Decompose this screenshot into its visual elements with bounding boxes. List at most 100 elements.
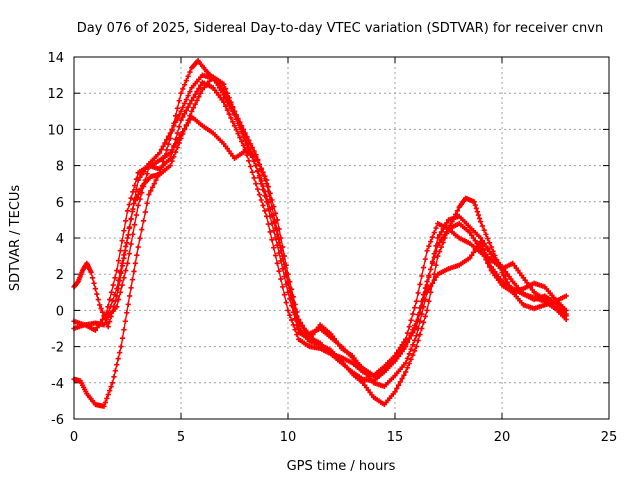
data-point <box>436 232 443 238</box>
x-tick-label: 0 <box>70 430 78 445</box>
data-point <box>292 327 298 333</box>
data-point <box>123 218 129 224</box>
data-point <box>124 240 130 246</box>
data-point <box>131 201 137 207</box>
data-point <box>435 253 441 259</box>
data-point <box>251 158 257 164</box>
data-point <box>474 209 480 215</box>
data-point <box>171 120 177 126</box>
data-point <box>101 313 107 319</box>
data-point <box>185 73 191 79</box>
data-point <box>237 119 243 125</box>
data-point <box>189 108 195 114</box>
data-point <box>406 336 412 342</box>
data-point <box>292 301 298 307</box>
data-point <box>114 267 120 274</box>
data-point <box>112 275 118 281</box>
data-point <box>178 108 184 114</box>
data-point <box>242 130 248 136</box>
data-point <box>485 236 491 242</box>
data-point <box>431 271 437 277</box>
data-point <box>410 352 416 358</box>
data-point <box>469 252 475 258</box>
data-point <box>283 262 289 268</box>
data-point <box>132 260 138 266</box>
data-point <box>178 90 184 96</box>
data-point <box>187 69 193 75</box>
data-point <box>151 181 157 187</box>
data-point <box>428 266 434 272</box>
data-point <box>119 282 125 288</box>
data-point <box>181 100 188 107</box>
data-point <box>260 202 266 209</box>
data-point <box>256 191 263 198</box>
data-point <box>146 191 152 198</box>
data-point <box>181 82 188 88</box>
data-point <box>173 141 179 147</box>
data-point <box>104 395 110 402</box>
data-point <box>173 149 179 155</box>
data-point <box>89 275 96 281</box>
data-point <box>111 374 117 380</box>
data-point <box>272 210 279 216</box>
data-point <box>118 270 124 276</box>
data-point <box>180 114 186 120</box>
data-point <box>180 129 186 135</box>
data-point <box>122 248 128 254</box>
data-point <box>412 348 418 354</box>
data-point <box>194 97 200 104</box>
data-point <box>483 231 489 237</box>
data-point <box>413 344 419 350</box>
data-point <box>140 218 147 224</box>
data-point <box>131 268 137 275</box>
data-point <box>472 238 478 244</box>
data-point <box>281 292 288 298</box>
data-point <box>167 163 173 169</box>
data-series <box>71 58 569 409</box>
data-point <box>160 143 166 149</box>
data-point <box>294 331 300 338</box>
data-point <box>133 212 140 218</box>
data-point <box>486 264 493 270</box>
data-point <box>128 241 134 247</box>
data-point <box>288 317 295 323</box>
data-point <box>185 93 191 99</box>
data-point <box>442 223 448 229</box>
data-point <box>470 235 477 241</box>
data-point <box>129 277 136 283</box>
data-point <box>276 226 282 232</box>
data-point <box>92 286 98 292</box>
data-point <box>124 260 131 266</box>
data-point <box>431 229 437 236</box>
data-point <box>189 97 195 104</box>
data-point <box>256 173 263 179</box>
data-point <box>278 276 284 282</box>
data-point <box>196 94 202 100</box>
data-point <box>134 252 140 258</box>
data-point <box>301 325 307 332</box>
data-point <box>420 264 427 271</box>
data-point <box>413 333 419 339</box>
data-point <box>412 327 418 333</box>
data-point <box>474 240 480 247</box>
data-point <box>101 322 107 328</box>
data-point <box>294 309 300 315</box>
data-point <box>231 108 238 114</box>
data-point <box>269 237 275 243</box>
data-point <box>253 181 259 187</box>
data-point <box>132 197 138 204</box>
data-point <box>255 157 261 164</box>
data-point <box>221 81 227 87</box>
data-point <box>198 90 204 96</box>
x-tick-label: 15 <box>387 430 404 445</box>
data-point <box>265 200 271 206</box>
data-point <box>415 317 421 323</box>
data-point <box>422 289 428 295</box>
data-point <box>438 237 444 243</box>
data-point <box>486 240 493 246</box>
data-point <box>144 171 150 177</box>
data-point <box>169 158 175 164</box>
data-point <box>408 356 414 362</box>
data-point <box>440 234 446 240</box>
